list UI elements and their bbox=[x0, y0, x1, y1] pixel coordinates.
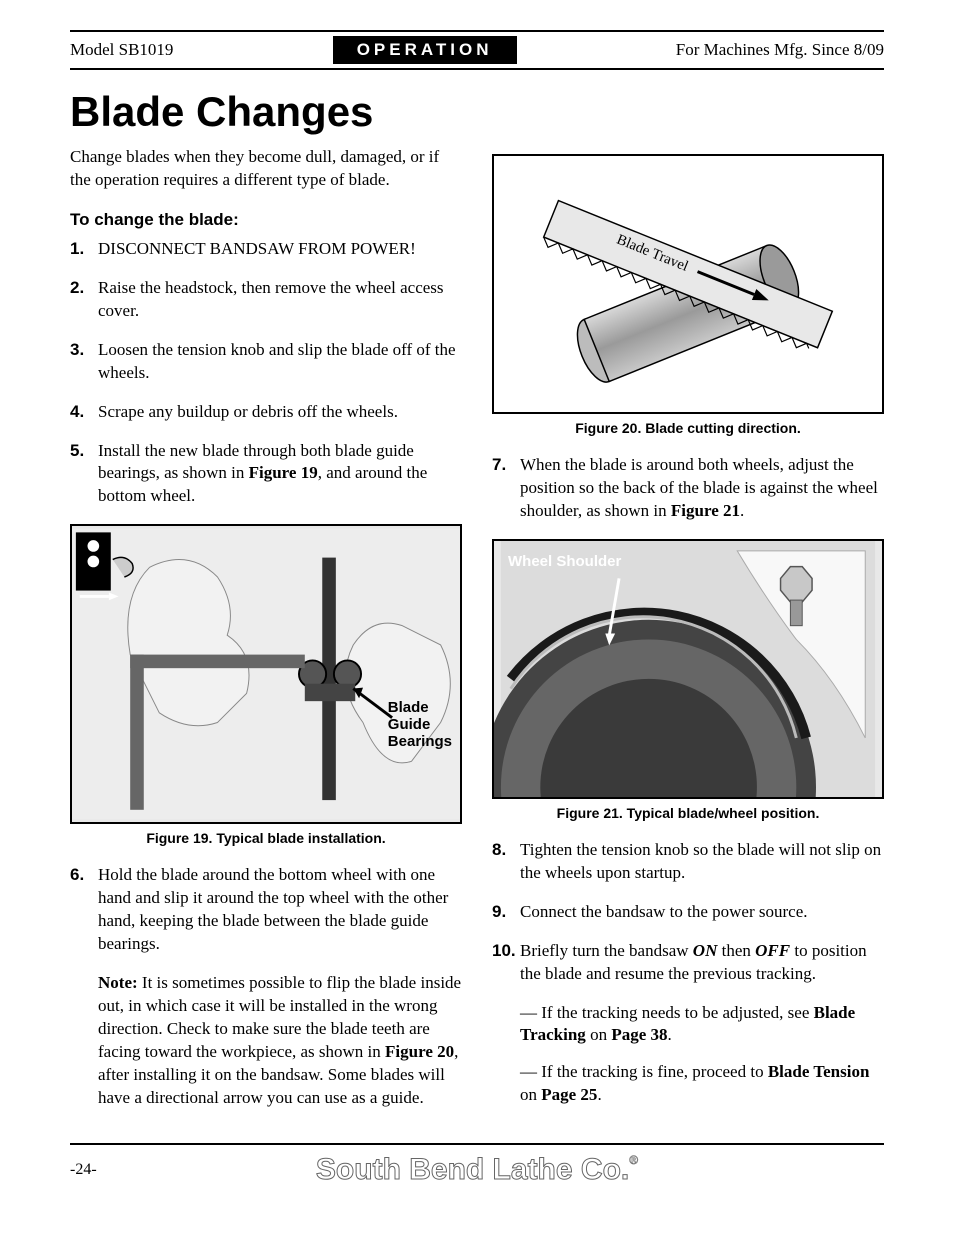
figure-20-illustration: Blade Travel bbox=[494, 156, 882, 412]
step-7: 7. When the blade is around both wheels,… bbox=[492, 454, 884, 523]
registered-mark: ® bbox=[629, 1153, 638, 1167]
step-6-body: Hold the blade around the bottom wheel w… bbox=[98, 864, 462, 956]
step-body: Briefly turn the bandsaw ON then OFF to … bbox=[520, 940, 884, 986]
page-footer: -24- South Bend Lathe Co.® bbox=[70, 1143, 884, 1187]
step-num: 4. bbox=[70, 401, 98, 424]
figure-21-label: Wheel Shoulder bbox=[508, 553, 621, 570]
step-body: Loosen the tension knob and slip the bla… bbox=[98, 339, 462, 385]
steps-list-left: 1.DISCONNECT BANDSAW FROM POWER!2.Raise … bbox=[70, 238, 462, 508]
step-num: 5. bbox=[70, 440, 98, 509]
figure-21-caption: Figure 21. Typical blade/wheel position. bbox=[492, 805, 884, 821]
page-title: Blade Changes bbox=[70, 88, 884, 136]
step-7-num: 7. bbox=[492, 454, 520, 523]
step-num: 2. bbox=[70, 277, 98, 323]
footer-brand-text: South Bend Lathe Co. bbox=[316, 1153, 629, 1186]
step-6-note: Note: It is sometimes possible to flip t… bbox=[98, 972, 462, 1110]
step-item: 1.DISCONNECT BANDSAW FROM POWER! bbox=[70, 238, 462, 261]
step-6-list: 6. Hold the blade around the bottom whee… bbox=[70, 864, 462, 956]
header-model: Model SB1019 bbox=[70, 40, 173, 60]
step-item: 4.Scrape any buildup or debris off the w… bbox=[70, 401, 462, 424]
tracking-sub-bullets: — If the tracking needs to be adjusted, … bbox=[520, 1002, 884, 1108]
step-num: 1. bbox=[70, 238, 98, 261]
figure-19-label: Blade Guide Bearings bbox=[388, 699, 452, 751]
step-num: 3. bbox=[70, 339, 98, 385]
step-body: Connect the bandsaw to the power source. bbox=[520, 901, 808, 924]
content-columns: Change blades when they become dull, dam… bbox=[70, 146, 884, 1121]
figure-19-caption: Figure 19. Typical blade installation. bbox=[70, 830, 462, 846]
step-body: DISCONNECT BANDSAW FROM POWER! bbox=[98, 238, 416, 261]
page-header: Model SB1019 OPERATION For Machines Mfg.… bbox=[70, 30, 884, 70]
page-number: -24- bbox=[70, 1161, 97, 1179]
step-body: Raise the headstock, then remove the whe… bbox=[98, 277, 462, 323]
figure-19-illustration bbox=[72, 526, 460, 822]
step-body: Tighten the tension knob so the blade wi… bbox=[520, 839, 884, 885]
header-section: OPERATION bbox=[333, 36, 517, 64]
sub-bullet: — If the tracking needs to be adjusted, … bbox=[520, 1002, 884, 1048]
sub-bullet: — If the tracking is fine, proceed to Bl… bbox=[520, 1061, 884, 1107]
header-mfg: For Machines Mfg. Since 8/09 bbox=[676, 40, 884, 60]
figure-19-label-text: Blade Guide Bearings bbox=[388, 699, 452, 751]
step-num: 8. bbox=[492, 839, 520, 885]
step-7-list: 7. When the blade is around both wheels,… bbox=[492, 454, 884, 523]
procedure-subhead: To change the blade: bbox=[70, 210, 462, 230]
figure-21-illustration bbox=[494, 541, 882, 797]
step-item: 8.Tighten the tension knob so the blade … bbox=[492, 839, 884, 885]
step-item: 10.Briefly turn the bandsaw ON then OFF … bbox=[492, 940, 884, 986]
footer-brand: South Bend Lathe Co.® bbox=[316, 1153, 638, 1187]
figure-20-caption: Figure 20. Blade cutting direction. bbox=[492, 420, 884, 436]
step-item: 2.Raise the headstock, then remove the w… bbox=[70, 277, 462, 323]
steps-list-right: 8.Tighten the tension knob so the blade … bbox=[492, 839, 884, 986]
step-7-body: When the blade is around both wheels, ad… bbox=[520, 454, 884, 523]
step-body: Install the new blade through both blade… bbox=[98, 440, 462, 509]
step-item: 9.Connect the bandsaw to the power sourc… bbox=[492, 901, 884, 924]
step-6: 6. Hold the blade around the bottom whee… bbox=[70, 864, 462, 956]
figure-21: Wheel Shoulder bbox=[492, 539, 884, 799]
step-num: 10. bbox=[492, 940, 520, 986]
left-column: Change blades when they become dull, dam… bbox=[70, 146, 462, 1121]
step-num: 9. bbox=[492, 901, 520, 924]
figure-20: Blade Travel bbox=[492, 154, 884, 414]
right-column: Blade Travel Figure 20. Blade cutting di… bbox=[492, 146, 884, 1121]
step-item: 3.Loosen the tension knob and slip the b… bbox=[70, 339, 462, 385]
step-body: Scrape any buildup or debris off the whe… bbox=[98, 401, 398, 424]
step-6-num: 6. bbox=[70, 864, 98, 956]
intro-paragraph: Change blades when they become dull, dam… bbox=[70, 146, 462, 192]
step-item: 5.Install the new blade through both bla… bbox=[70, 440, 462, 509]
figure-19: Blade Guide Bearings bbox=[70, 524, 462, 824]
